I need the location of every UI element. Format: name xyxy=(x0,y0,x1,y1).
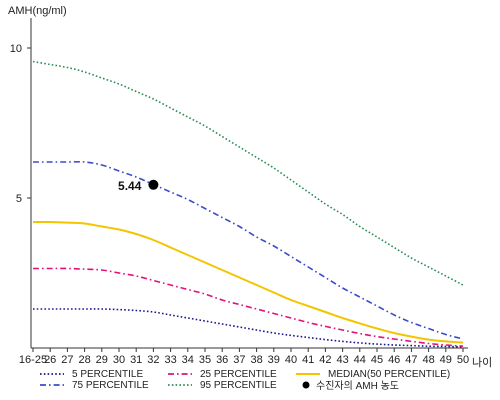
x-tick-label: 34 xyxy=(182,354,194,366)
x-tick-label: 31 xyxy=(130,354,142,366)
legend-marker-swatch xyxy=(302,381,310,389)
y-tick-label: 10 xyxy=(10,43,22,55)
series-line xyxy=(32,60,464,286)
legend-label: 75 PERCENTILE xyxy=(72,380,149,391)
series-line xyxy=(33,160,464,340)
x-tick-label: 29 xyxy=(96,354,108,366)
x-tick-label: 35 xyxy=(199,354,211,366)
x-tick-label: 48 xyxy=(422,354,434,366)
legend-label: MEDIAN(50 PERCENTILE) xyxy=(328,369,450,380)
x-tick-label: 49 xyxy=(440,354,452,366)
y-tick-label: 5 xyxy=(16,193,22,205)
x-axis-title: 나이 xyxy=(472,356,492,369)
x-tick-label: 36 xyxy=(216,354,228,366)
x-tick-label: 41 xyxy=(302,354,314,366)
x-tick-label: 50 xyxy=(457,354,469,366)
x-tick-label: 39 xyxy=(268,354,280,366)
legend: 5 PERCENTILE 25 PERCENTILE MEDIAN(50 PERCE… xyxy=(40,369,450,392)
x-tick-label: 45 xyxy=(371,354,383,366)
x-tick-label: 27 xyxy=(61,354,73,366)
marker-value-label: 5.44 xyxy=(118,179,142,193)
x-tick-label: 42 xyxy=(319,354,331,366)
marker-point xyxy=(148,179,159,190)
x-tick-label: 46 xyxy=(388,354,400,366)
x-tick-label: 37 xyxy=(233,354,245,366)
legend-label: 수진자의 AMH 농도 xyxy=(316,380,399,392)
x-tick-label: 47 xyxy=(405,354,417,366)
marker-layer: 5.44 xyxy=(118,179,159,193)
series-line xyxy=(33,308,464,348)
series-line xyxy=(33,267,464,347)
x-tick-label: 38 xyxy=(250,354,262,366)
x-tick-label: 40 xyxy=(285,354,297,366)
x-tick-label: 32 xyxy=(147,354,159,366)
x-tick-label: 16-25 xyxy=(19,354,47,366)
x-tick-label: 26 xyxy=(44,354,56,366)
legend-label: 25 PERCENTILE xyxy=(200,369,277,380)
x-tick-label: 30 xyxy=(113,354,125,366)
x-tick-label: 28 xyxy=(78,354,90,366)
series-line xyxy=(32,220,464,344)
x-tick-label: 44 xyxy=(354,354,366,366)
y-axis-title: AMH(ng/ml) xyxy=(8,5,67,17)
series-layer xyxy=(32,60,464,348)
legend-label: 5 PERCENTILE xyxy=(72,369,143,380)
x-tick-label: 33 xyxy=(164,354,176,366)
legend-label: 95 PERCENTILE xyxy=(200,380,277,391)
x-tick-label: 43 xyxy=(336,354,348,366)
